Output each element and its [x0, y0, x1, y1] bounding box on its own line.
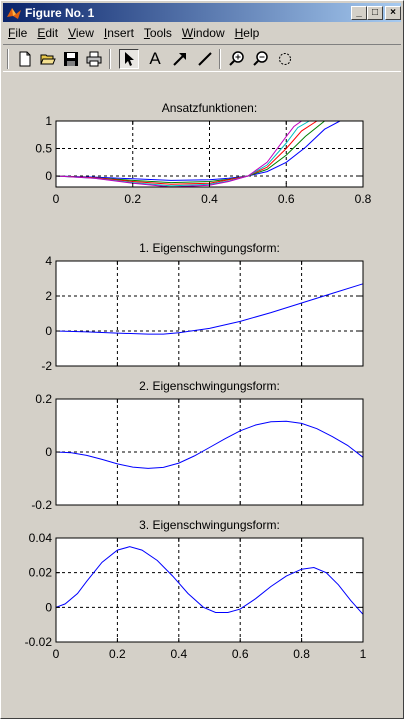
new-file-icon — [19, 51, 31, 67]
zoom-out-icon — [253, 51, 268, 66]
x-tick-label: 0 — [53, 192, 60, 206]
series-line-1 — [55, 120, 341, 181]
plots-svg: 0 0.2 0.4 0.6 0.8 0 0.5 1 Ansatzfunktionen: -2 0 2 4… — [25, 101, 372, 661]
close-icon: × — [390, 7, 396, 18]
window-title: Figure No. 1 — [25, 5, 95, 20]
matlab-logo-icon — [7, 7, 21, 19]
y-tick-label: 4 — [45, 254, 52, 268]
minimize-button[interactable]: _ — [351, 6, 367, 20]
x-tick-label: 0.4 — [201, 192, 218, 206]
open-file-button[interactable] — [38, 49, 58, 69]
y-tick-label: 0 — [45, 324, 52, 338]
select-tool-button[interactable] — [119, 49, 139, 69]
axes-background — [56, 538, 363, 642]
zoom-in-button[interactable] — [227, 49, 247, 69]
toolbar-grip — [7, 49, 9, 69]
arrow-insert-icon — [173, 53, 186, 66]
zoom-out-button[interactable] — [251, 49, 271, 69]
toolbar: A — [3, 44, 401, 72]
y-tick-label: 0 — [45, 600, 52, 614]
series-line-1 — [55, 546, 364, 615]
y-tick-label: 0 — [45, 169, 52, 183]
save-icon — [64, 52, 78, 66]
menu-help[interactable]: Help — [234, 25, 260, 40]
x-tick-label: 1 — [360, 647, 367, 661]
open-folder-icon — [40, 54, 56, 65]
arrow-tool-button[interactable] — [170, 49, 190, 69]
chart-title: Ansatzfunktionen: — [162, 101, 257, 115]
y-tick-label: 0.02 — [29, 566, 53, 580]
save-button[interactable] — [61, 49, 81, 69]
zoom-in-icon — [229, 51, 244, 66]
axes-background — [56, 261, 363, 366]
minimize-icon: _ — [356, 7, 362, 18]
print-button[interactable] — [84, 49, 104, 69]
y-tick-label: 1 — [45, 114, 52, 128]
x-tick-label: 0 — [53, 647, 60, 661]
print-icon — [86, 51, 102, 67]
menu-view[interactable]: View — [68, 25, 94, 40]
x-tick-label: 0.8 — [355, 192, 372, 206]
menu-file[interactable]: File — [8, 25, 28, 40]
series-line-3 — [55, 120, 318, 185]
y-tick-label: 0 — [45, 445, 52, 459]
line-insert-icon — [198, 52, 212, 66]
series-line-5 — [55, 120, 302, 188]
line-tool-button[interactable] — [195, 49, 215, 69]
menu-insert[interactable]: Insert — [103, 25, 134, 40]
x-tick-label: 0.6 — [232, 647, 249, 661]
y-tick-label: -0.2 — [31, 498, 52, 512]
rotate-button[interactable] — [275, 49, 295, 69]
axes-frame — [55, 260, 364, 367]
x-tick-label: 0.2 — [109, 647, 126, 661]
x-tick-label: 0.4 — [170, 647, 187, 661]
series-line-1 — [55, 283, 364, 335]
y-tick-label: 2 — [45, 289, 52, 303]
title-bar[interactable]: Figure No. 1 _ □ × — [3, 3, 401, 22]
toolbar-separator-2 — [219, 49, 221, 69]
axes-background — [56, 399, 363, 505]
maximize-button[interactable]: □ — [367, 6, 383, 20]
new-file-button[interactable] — [15, 49, 35, 69]
rotate-icon — [279, 53, 291, 65]
chart-title: 2. Eigenschwingungsform: — [139, 379, 280, 393]
maximize-icon: □ — [371, 7, 379, 18]
figure-canvas: 0 0.2 0.4 0.6 0.8 0 0.5 1 Ansatzfunktionen: -2 0 2 4… — [1, 73, 404, 713]
x-tick-label: 0.8 — [293, 647, 310, 661]
text-tool-button[interactable]: A — [145, 49, 165, 69]
menu-edit[interactable]: Edit — [37, 25, 59, 40]
chart-title: 1. Eigenschwingungsform: — [139, 241, 280, 255]
x-tick-label: 0.6 — [278, 192, 295, 206]
axes-frame — [55, 537, 364, 643]
y-tick-label: 0.5 — [35, 142, 52, 156]
arrow-select-icon — [125, 52, 134, 66]
close-button[interactable]: × — [385, 6, 401, 20]
y-tick-label: -2 — [41, 359, 52, 373]
axes-1: 0 0.2 0.4 0.6 0.8 0 0.5 1 Ansatzfunktionen: — [35, 101, 371, 206]
menu-tools[interactable]: Tools — [143, 25, 172, 40]
chart-title: 3. Eigenschwingungsform: — [139, 518, 280, 532]
x-tick-label: 0.2 — [124, 192, 141, 206]
series-line-1 — [55, 420, 364, 469]
text-insert-icon: A — [149, 49, 161, 68]
y-tick-label: 0.2 — [35, 392, 52, 406]
toolbar-separator — [109, 49, 111, 69]
axes-2: -2 0 2 4 1. Eigenschwingungsform: — [41, 241, 364, 373]
menu-bar: File Edit View Insert Tools Window Help — [3, 23, 401, 42]
axes-3: -0.2 0 0.2 2. Eigenschwingungsform: — [31, 379, 364, 512]
menu-window[interactable]: Window — [181, 25, 225, 40]
y-tick-label: -0.02 — [25, 635, 53, 649]
y-tick-label: 0.04 — [29, 531, 53, 545]
